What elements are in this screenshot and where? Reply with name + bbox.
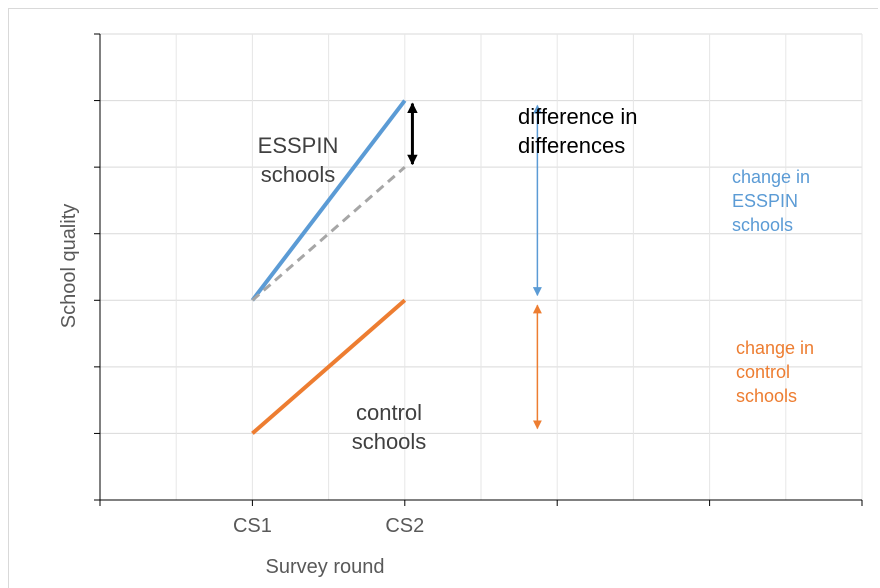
x-tick-label: CS1 — [233, 515, 272, 537]
control-series-line — [251, 298, 407, 435]
esspin-series-line — [250, 99, 407, 302]
x-tick-label: CS2 — [385, 515, 424, 537]
control-label-line: schools — [352, 429, 427, 454]
esspin-label-line: schools — [261, 162, 336, 187]
change-control-label-line: change in — [736, 338, 814, 358]
esspin-label-line: ESSPIN — [258, 133, 339, 158]
change-control-label: change in control schools — [736, 338, 814, 406]
chart-frame — [8, 8, 878, 588]
change-esspin-label-line: ESSPIN — [732, 191, 798, 211]
series — [250, 99, 407, 435]
change-control-label-line: control — [736, 362, 790, 382]
diff-label-line: difference in — [518, 104, 637, 129]
labels: ESSPIN schools control schools difference in… — [258, 104, 814, 454]
x-axis-label: Survey round — [266, 556, 385, 578]
change-control-label-line: schools — [736, 386, 797, 406]
y-axis-label: School quality — [58, 204, 80, 329]
esspin-label: ESSPIN schools — [258, 133, 339, 187]
change-esspin-label-line: change in — [732, 167, 810, 187]
diff-label-line: differences — [518, 133, 625, 158]
control-label: control schools — [352, 400, 427, 454]
arrows — [407, 102, 542, 430]
diff-label: difference in differences — [518, 104, 637, 158]
change-esspin-label: change in ESSPIN schools — [732, 167, 810, 235]
change-esspin-label-line: schools — [732, 215, 793, 235]
control-label-line: control — [356, 400, 422, 425]
gridlines — [100, 33, 863, 500]
axes: CS1 CS2 — [94, 33, 863, 537]
counterfactual-series-line — [251, 166, 406, 302]
